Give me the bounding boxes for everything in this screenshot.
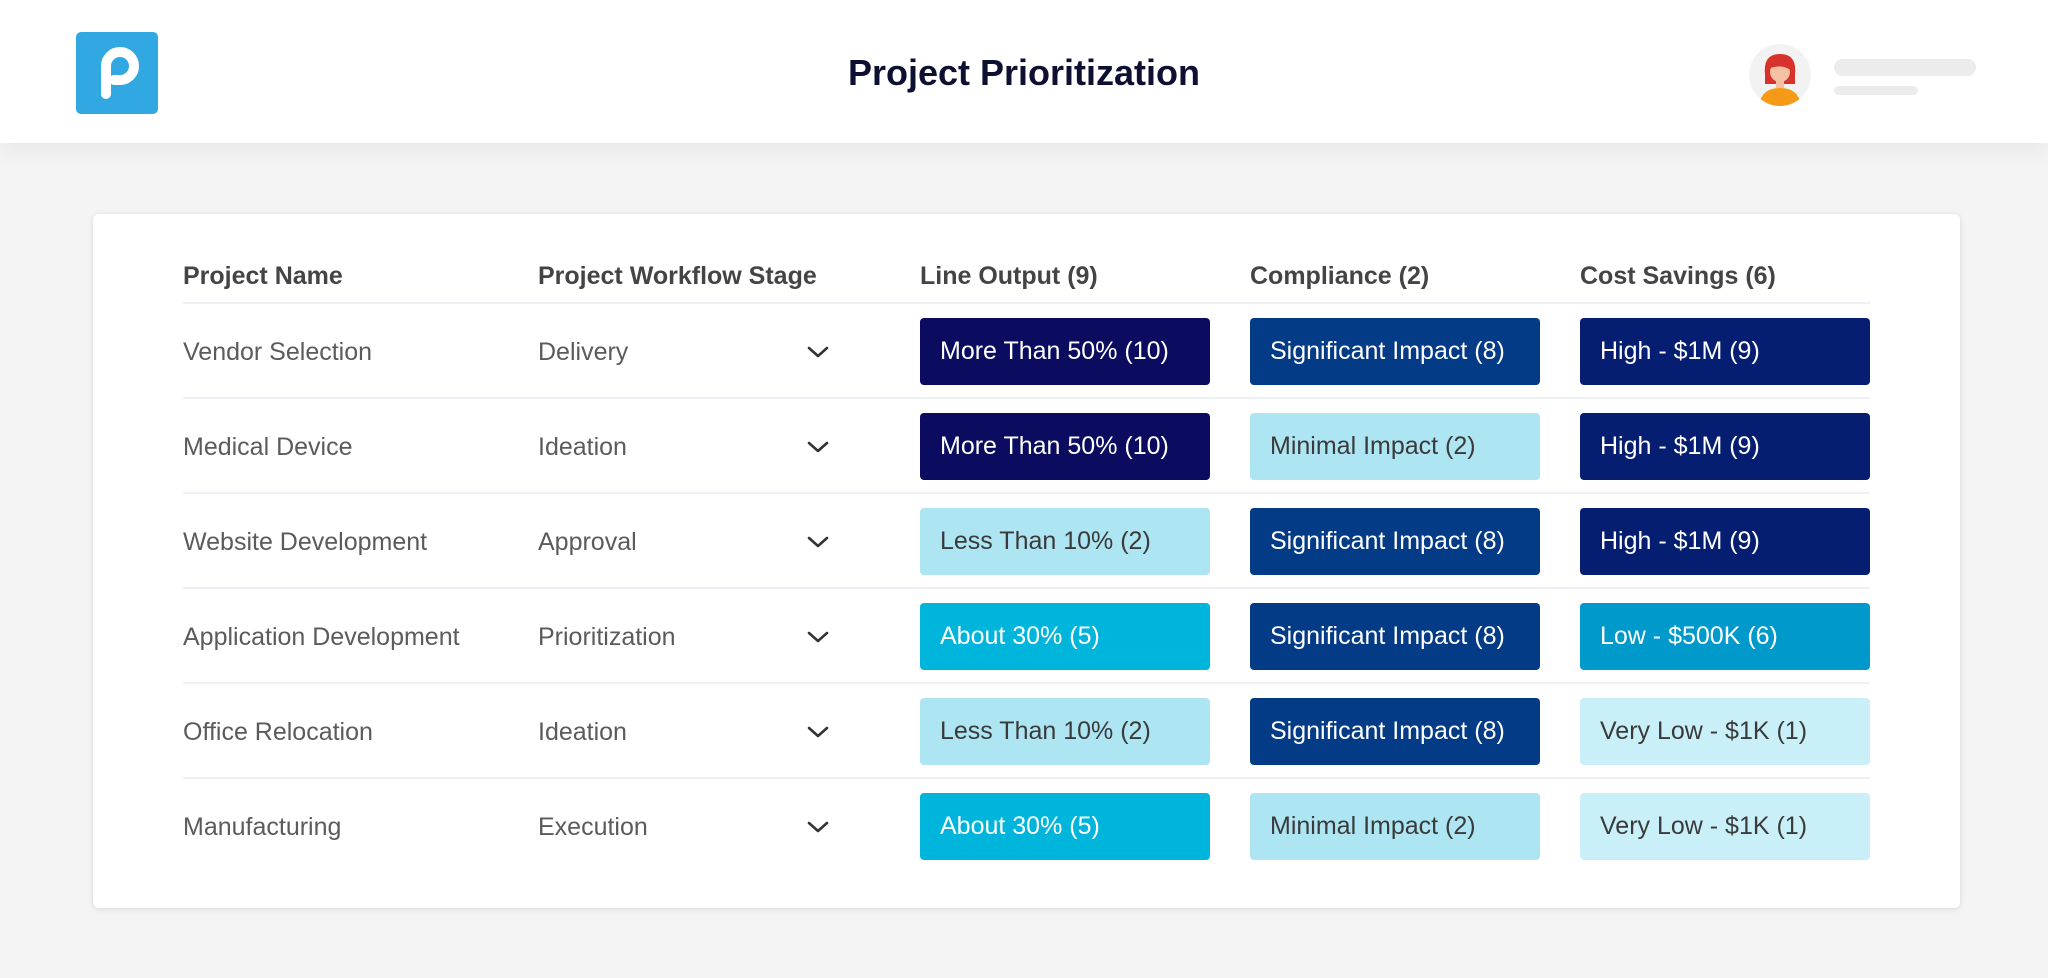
cost-savings-pill[interactable]: High - $1M (9) <box>1580 508 1870 575</box>
row-divider <box>183 777 1870 779</box>
workflow-stage-select[interactable]: Prioritization <box>538 622 676 651</box>
compliance-pill[interactable]: Significant Impact (8) <box>1250 508 1540 575</box>
line-output-pill[interactable]: Less Than 10% (2) <box>920 508 1210 575</box>
row-divider <box>183 587 1870 589</box>
compliance-pill[interactable]: Significant Impact (8) <box>1250 318 1540 385</box>
row-divider <box>183 492 1870 494</box>
cost-savings-pill[interactable]: Low - $500K (6) <box>1580 603 1870 670</box>
chevron-down-icon[interactable] <box>806 534 830 550</box>
p-logo-icon[interactable] <box>76 32 158 114</box>
workflow-stage-select[interactable]: Execution <box>538 812 648 841</box>
line-output-pill[interactable]: More Than 50% (10) <box>920 413 1210 480</box>
project-name-cell: Application Development <box>183 622 460 651</box>
cost-savings-pill[interactable]: High - $1M (9) <box>1580 318 1870 385</box>
cost-savings-pill[interactable]: High - $1M (9) <box>1580 413 1870 480</box>
project-name-cell: Website Development <box>183 527 428 556</box>
header-cost-savings[interactable]: Cost Savings (6) <box>1580 262 1776 290</box>
row-divider <box>183 397 1870 399</box>
line-output-pill[interactable]: About 30% (5) <box>920 793 1210 860</box>
user-role-placeholder <box>1834 86 1918 95</box>
page-title: Project Prioritization <box>847 52 1201 93</box>
chevron-down-icon[interactable] <box>806 344 830 360</box>
workflow-stage-select[interactable]: Ideation <box>538 432 627 461</box>
user-name-placeholder <box>1834 59 1976 76</box>
compliance-pill[interactable]: Minimal Impact (2) <box>1250 793 1540 860</box>
user-avatar-icon[interactable] <box>1749 44 1811 106</box>
line-output-pill[interactable]: Less Than 10% (2) <box>920 698 1210 765</box>
line-output-pill[interactable]: More Than 50% (10) <box>920 318 1210 385</box>
header-workflow-stage[interactable]: Project Workflow Stage <box>538 262 817 290</box>
chevron-down-icon[interactable] <box>806 629 830 645</box>
chevron-down-icon[interactable] <box>806 724 830 740</box>
workflow-stage-select[interactable]: Delivery <box>538 337 629 366</box>
row-divider <box>183 682 1870 684</box>
workflow-stage-select[interactable]: Ideation <box>538 717 627 746</box>
project-name-cell: Medical Device <box>183 432 353 461</box>
cost-savings-pill[interactable]: Very Low - $1K (1) <box>1580 793 1870 860</box>
app-header <box>0 0 2048 143</box>
row-divider <box>183 302 1870 304</box>
header-line-output[interactable]: Line Output (9) <box>920 262 1098 290</box>
project-name-cell: Vendor Selection <box>183 337 373 366</box>
compliance-pill[interactable]: Significant Impact (8) <box>1250 698 1540 765</box>
line-output-pill[interactable]: About 30% (5) <box>920 603 1210 670</box>
workflow-stage-select[interactable]: Approval <box>538 527 637 556</box>
chevron-down-icon[interactable] <box>806 439 830 455</box>
compliance-pill[interactable]: Significant Impact (8) <box>1250 603 1540 670</box>
compliance-pill[interactable]: Minimal Impact (2) <box>1250 413 1540 480</box>
cost-savings-pill[interactable]: Very Low - $1K (1) <box>1580 698 1870 765</box>
project-name-cell: Manufacturing <box>183 812 342 841</box>
header-project-name[interactable]: Project Name <box>183 262 343 290</box>
chevron-down-icon[interactable] <box>806 819 830 835</box>
project-name-cell: Office Relocation <box>183 717 373 746</box>
header-compliance[interactable]: Compliance (2) <box>1250 262 1430 290</box>
